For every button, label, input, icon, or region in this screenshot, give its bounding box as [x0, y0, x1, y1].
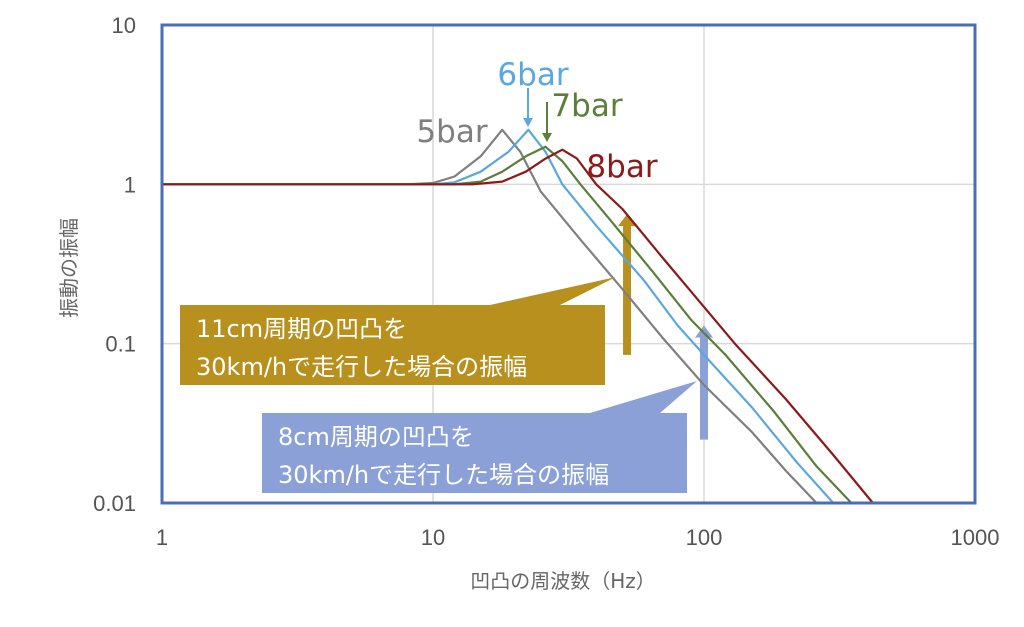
series-label-8bar: 8bar — [586, 149, 657, 185]
x-axis-title: 凹凸の周波数（Hz） — [470, 569, 656, 593]
y-tick-label: 1 — [124, 172, 136, 197]
series-label-6bar: 6bar — [497, 57, 568, 93]
amplitude-arrow-shaft — [623, 224, 632, 355]
callout-shape — [262, 381, 697, 493]
amplitude-arrow-shaft — [700, 335, 708, 440]
callout-text-line: 30km/hで走行した場合の振幅 — [278, 461, 609, 489]
peak-arrow-head-7bar — [542, 133, 552, 142]
y-tick-label: 0.1 — [105, 332, 136, 357]
x-tick-label: 10 — [421, 525, 445, 550]
x-tick-label: 1 — [156, 525, 168, 550]
y-axis-title: 振動の振幅 — [57, 218, 81, 318]
series-line-7bar — [162, 145, 853, 504]
callout-text-line: 30km/hで走行した場合の振幅 — [196, 353, 527, 381]
x-tick-label: 1000 — [951, 525, 1000, 550]
series-label-5bar: 5bar — [416, 114, 487, 150]
callout-text-line: 11cm周期の凹凸を — [196, 315, 407, 343]
series-label-7bar: 7bar — [551, 88, 622, 124]
callouts: 11cm周期の凹凸を 30km/hで走行した場合の振幅 8cm周期の凹凸を 30km/… — [180, 277, 697, 493]
amplitude-arrow-head — [618, 214, 637, 227]
series-lines — [162, 128, 874, 504]
series-line-8bar — [162, 148, 874, 504]
callout-box: 11cm周期の凹凸を 30km/hで走行した場合の振幅 — [180, 277, 616, 385]
plot-area-frame — [160, 23, 977, 505]
series-line-6bar — [162, 128, 835, 504]
callout-text-line: 8cm周期の凹凸を — [278, 423, 474, 451]
peak-arrow-head-6bar — [523, 118, 533, 127]
x-tick-label: 100 — [686, 525, 723, 550]
series-line-5bar — [162, 128, 818, 504]
y-tick-label: 0.01 — [93, 491, 136, 516]
tick-labels: 1 10 100 1000 10 1 0.1 0.01 — [93, 13, 999, 550]
callout-box: 8cm周期の凹凸を 30km/hで走行した場合の振幅 — [262, 381, 697, 493]
callout-shape — [180, 277, 616, 385]
y-tick-label: 10 — [112, 13, 136, 38]
